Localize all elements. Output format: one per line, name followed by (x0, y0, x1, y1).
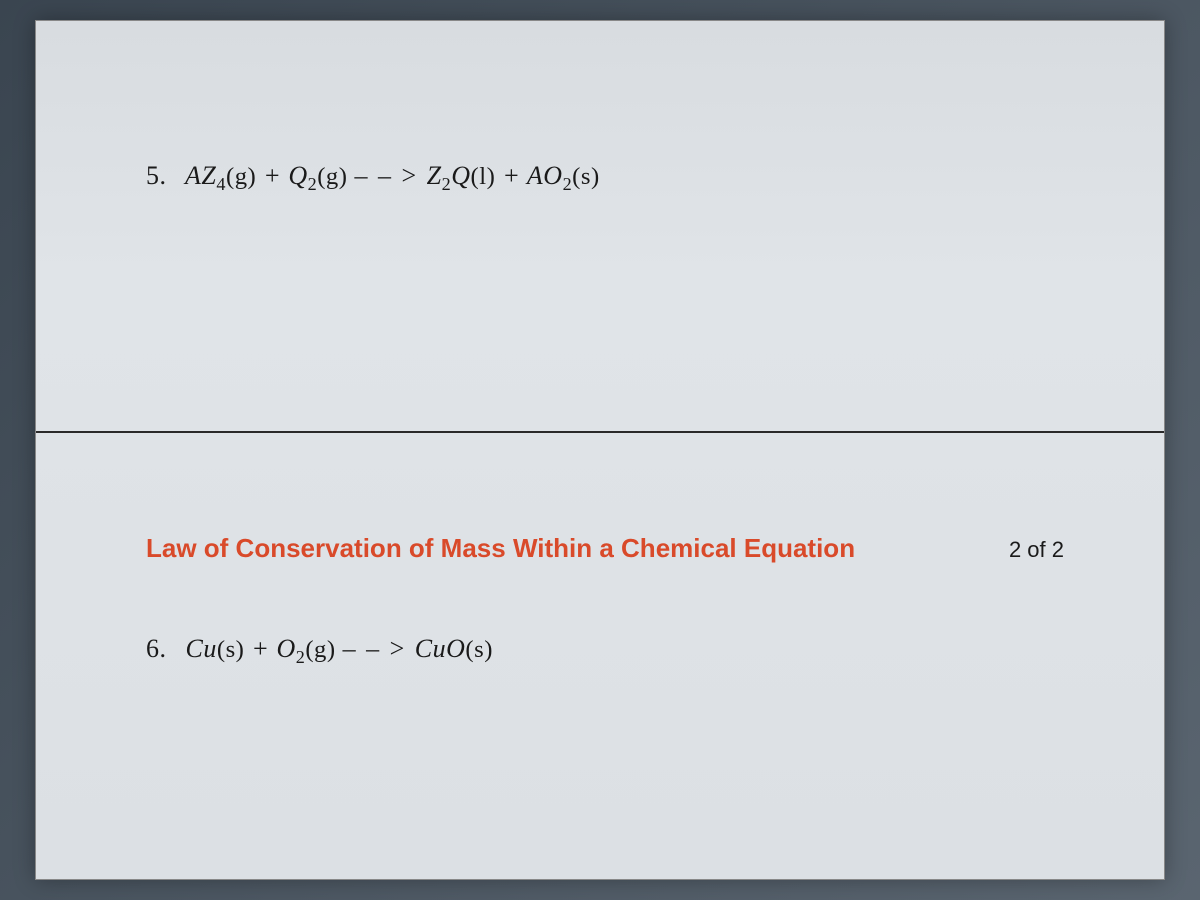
q5-product1-sub: 2 (442, 174, 452, 194)
q5-product1a: Z (427, 161, 442, 190)
q6-reactant1-state: (s) (217, 636, 245, 663)
question-5-section: 5. AZ4(g) + Q2(g) – – > Z2Q(l) + AO2(s) (36, 21, 1164, 431)
q5-product2-sub: 2 (563, 174, 573, 194)
q5-reactant2-sub: 2 (308, 174, 318, 194)
q5-product1b: Q (451, 161, 470, 190)
worksheet-page: 5. AZ4(g) + Q2(g) – – > Z2Q(l) + AO2(s) … (35, 20, 1165, 880)
q5-plus2: + (502, 161, 527, 190)
q5-plus1: + (263, 161, 288, 190)
section-title: Law of Conservation of Mass Within a Che… (146, 533, 855, 564)
q5-product1-state: (l) (471, 163, 496, 190)
page-indicator: 2 of 2 (1009, 537, 1064, 563)
q6-product1: CuO (415, 634, 466, 663)
question-5-equation: 5. AZ4(g) + Q2(g) – – > Z2Q(l) + AO2(s) (146, 161, 1064, 195)
q6-product1-state: (s) (465, 636, 493, 663)
q5-product2-state: (s) (572, 163, 600, 190)
q5-reactant2: Q (288, 161, 307, 190)
q6-reactant2-state: (g) (305, 636, 335, 663)
q5-reactant1-state: (g) (226, 163, 256, 190)
section-2: Law of Conservation of Mass Within a Che… (36, 433, 1164, 708)
q5-reactant2-state: (g) (317, 163, 347, 190)
q5-reactant1-sub: 4 (216, 174, 226, 194)
q5-product2: AO (527, 161, 563, 190)
q6-reactant2-sub: 2 (296, 647, 306, 667)
question-6-number: 6. (146, 634, 167, 663)
q6-reactant2: O (276, 634, 295, 663)
question-6-equation: 6. Cu(s) + O2(g) – – > CuO(s) (146, 634, 1084, 668)
q5-arrow: – – > (354, 161, 426, 190)
q5-reactant1: AZ (185, 161, 216, 190)
q6-arrow: – – > (343, 634, 415, 663)
question-5-number: 5. (146, 161, 167, 190)
q6-reactant1: Cu (186, 634, 217, 663)
section-header-row: Law of Conservation of Mass Within a Che… (146, 533, 1084, 564)
q6-plus1: + (251, 634, 276, 663)
